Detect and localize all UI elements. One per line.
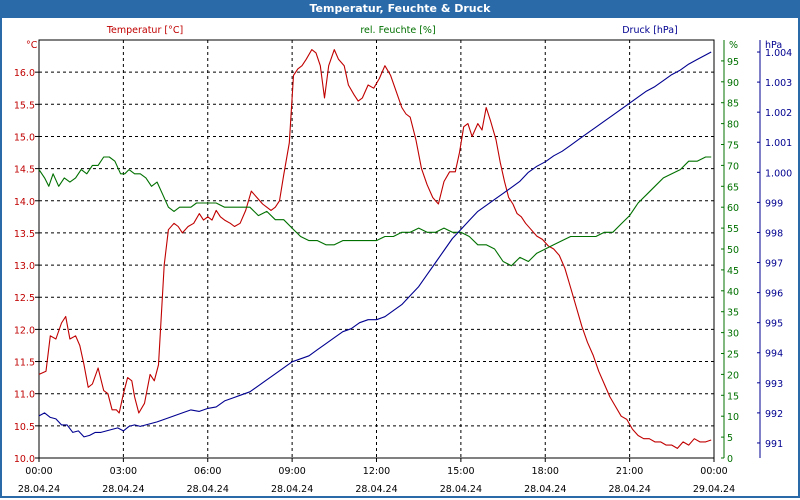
x-tick-time: 00:00 [700, 466, 727, 477]
humidity-axis-title: rel. Feuchte [%] [360, 25, 435, 36]
pressure-tick-label: 991 [765, 439, 783, 450]
x-tick-date: 29.04.24 [693, 484, 735, 495]
temp-tick-label: 12.0 [14, 325, 35, 336]
temp-tick-label: 13.0 [14, 261, 35, 272]
temp-tick-label: 13.5 [14, 229, 35, 240]
pressure-tick-label: 1.000 [765, 168, 792, 179]
temperature-axis-title: Temperatur [°C] [106, 25, 183, 36]
humidity-tick-label: 15 [727, 391, 739, 402]
humidity-tick-label: 10 [727, 412, 739, 423]
pressure-tick-label: 993 [765, 379, 783, 390]
temp-tick-label: 14.5 [14, 165, 35, 176]
temp-tick-label: 12.5 [14, 293, 35, 304]
pressure-tick-label: 1.003 [765, 78, 792, 89]
temp-tick-label: 11.0 [14, 390, 35, 401]
x-tick-time: 21:00 [616, 466, 643, 477]
temp-tick-label: 14.0 [14, 197, 35, 208]
x-tick-date: 28.04.24 [187, 484, 229, 495]
humidity-unit: % [729, 40, 738, 51]
humidity-tick-label: 50 [727, 245, 739, 256]
humidity-tick-label: 95 [727, 57, 739, 68]
pressure-tick-label: 996 [765, 289, 783, 300]
humidity-tick-label: 0 [727, 454, 733, 465]
humidity-tick-label: 55 [727, 224, 739, 235]
humidity-tick-label: 75 [727, 141, 739, 152]
x-tick-time: 09:00 [278, 466, 305, 477]
humidity-tick-label: 70 [727, 161, 739, 172]
pressure-tick-label: 999 [765, 198, 783, 209]
axis-headers: °C Temperatur [°C] rel. Feuchte [%]% Druck … [26, 25, 782, 51]
axes [35, 39, 761, 462]
x-tick-date: 28.04.24 [355, 484, 397, 495]
chart-frame [0, 18, 800, 498]
pressure-tick-label: 994 [765, 349, 783, 360]
pressure-tick-label: 1.002 [765, 108, 792, 119]
x-tick-date: 28.04.24 [271, 484, 313, 495]
x-tick-date: 28.04.24 [440, 484, 482, 495]
x-tick-time: 15:00 [447, 466, 474, 477]
series-humidity [38, 156, 712, 267]
x-tick-date: 28.04.24 [608, 484, 650, 495]
humidity-tick-label: 85 [727, 99, 739, 110]
x-tick-time: 00:00 [25, 466, 52, 477]
pressure-tick-label: 997 [765, 259, 783, 270]
series-temperature [38, 49, 712, 449]
humidity-tick-label: 90 [727, 78, 739, 89]
pressure-unit: hPa [765, 40, 782, 51]
temp-tick-label: 10.0 [14, 454, 35, 465]
pressure-tick-label: 992 [765, 409, 783, 420]
humidity-tick-label: 30 [727, 329, 739, 340]
series-pressure [38, 51, 712, 438]
pressure-tick-label: 1.001 [765, 138, 792, 149]
humidity-tick-label: 35 [727, 308, 739, 319]
temp-tick-label: 15.0 [14, 132, 35, 143]
humidity-tick-label: 80 [727, 120, 739, 131]
pressure-tick-label: 998 [765, 228, 783, 239]
x-tick-time: 12:00 [363, 466, 390, 477]
pressure-axis-title: Druck [hPa] [622, 25, 678, 36]
humidity-tick-label: 5 [727, 433, 733, 444]
humidity-tick-label: 40 [727, 287, 739, 298]
x-tick-time: 18:00 [532, 466, 559, 477]
series-lines [38, 49, 712, 449]
humidity-tick-label: 20 [727, 370, 739, 381]
chart-title: Temperatur, Feuchte & Druck [0, 0, 800, 18]
temp-tick-label: 15.5 [14, 100, 35, 111]
temperature-unit: °C [26, 40, 38, 51]
temp-tick-label: 10.5 [14, 422, 35, 433]
pressure-tick-label: 995 [765, 319, 783, 330]
grid [39, 40, 714, 458]
temp-tick-label: 11.5 [14, 358, 35, 369]
humidity-tick-label: 65 [727, 182, 739, 193]
x-tick-date: 28.04.24 [524, 484, 566, 495]
x-tick-time: 06:00 [194, 466, 221, 477]
pressure-tick-label: 1.004 [765, 48, 792, 59]
x-tick-date: 28.04.24 [102, 484, 144, 495]
humidity-tick-label: 45 [727, 266, 739, 277]
humidity-tick-label: 60 [727, 203, 739, 214]
x-tick-time: 03:00 [110, 466, 137, 477]
x-tick-date: 28.04.24 [18, 484, 60, 495]
tick-labels: 00:00 28.04.24 03:00 28.04.24 06:00 28.04.24 0… [14, 48, 792, 495]
temp-tick-label: 16.0 [14, 68, 35, 79]
humidity-tick-label: 25 [727, 350, 739, 361]
